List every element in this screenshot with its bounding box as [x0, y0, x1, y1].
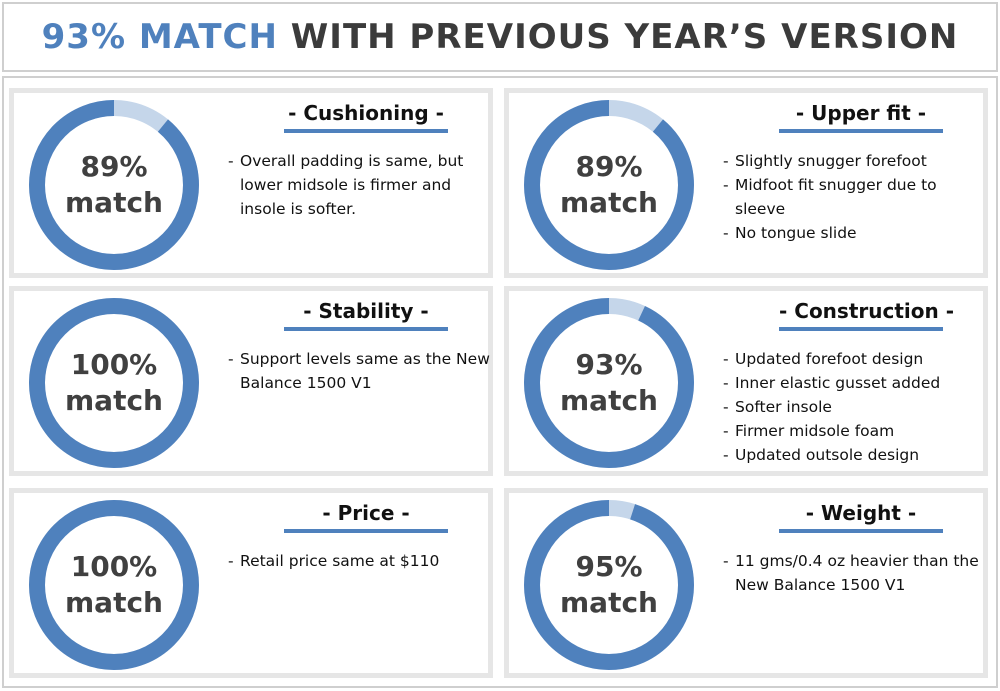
card-heading-wrap: - Upper fit -: [779, 101, 943, 133]
notes-list: Retail price same at $110: [228, 549, 490, 573]
match-donut: 93% match: [521, 295, 697, 471]
heading-underline: [284, 327, 448, 331]
donut-svg: [29, 298, 199, 468]
note-item: Support levels same as the New Balance 1…: [228, 347, 490, 395]
card-heading-wrap: - Cushioning -: [284, 101, 448, 133]
match-donut: 89% match: [26, 97, 202, 273]
match-donut: 95% match: [521, 497, 697, 673]
card-heading: - Stability -: [303, 299, 429, 323]
note-item: Retail price same at $110: [228, 549, 490, 573]
note-item: No tongue slide: [723, 221, 985, 245]
match-label: match: [560, 384, 658, 417]
card-heading-wrap: - Weight -: [779, 501, 943, 533]
match-label: match: [65, 186, 163, 219]
card-price: 100% match - Price - Retail price same a…: [9, 488, 493, 678]
note-item: Slightly snugger forefoot: [723, 149, 985, 173]
percent-label: 93%: [575, 348, 643, 381]
note-item: Updated forefoot design: [723, 347, 985, 371]
card-weight: 95% match - Weight - 11 gms/0.4 oz heavi…: [504, 488, 988, 678]
donut-label: 95% match: [521, 497, 697, 673]
card-heading: - Upper fit -: [795, 101, 927, 125]
match-donut: 89% match: [521, 97, 697, 273]
percent-label: 100%: [70, 550, 158, 583]
card-upper-fit: 89% match - Upper fit - Slightly snugger…: [504, 88, 988, 278]
heading-underline: [779, 529, 943, 533]
heading-underline: [284, 129, 448, 133]
card-heading-wrap: - Price -: [284, 501, 448, 533]
donut-svg: [524, 100, 694, 270]
donut-svg: [29, 100, 199, 270]
page-title: 93% MATCH WITH PREVIOUS YEAR’S VERSION: [42, 17, 959, 57]
cards-panel: 89% match - Cushioning - Overall padding…: [2, 76, 998, 688]
note-item: Inner elastic gusset added: [723, 371, 985, 395]
notes-list: Overall padding is same, but lower midso…: [228, 149, 490, 221]
notes-list: Slightly snugger forefoot Midfoot fit sn…: [723, 149, 985, 245]
donut-svg: [524, 298, 694, 468]
donut-label: 100% match: [26, 295, 202, 471]
donut-value-arc: [524, 298, 694, 468]
donut-value-arc: [29, 500, 199, 670]
note-item: Overall padding is same, but lower midso…: [228, 149, 490, 221]
match-donut: 100% match: [26, 295, 202, 471]
notes-list: Updated forefoot design Inner elastic gu…: [723, 347, 985, 467]
notes-list: Support levels same as the New Balance 1…: [228, 347, 490, 395]
card-cushioning: 89% match - Cushioning - Overall padding…: [9, 88, 493, 278]
donut-value-arc: [524, 100, 694, 270]
title-highlight: 93% MATCH: [41, 17, 278, 57]
title-rest: WITH PREVIOUS YEAR’S VERSION: [277, 17, 959, 57]
notes-list: 11 gms/0.4 oz heavier than the New Balan…: [723, 549, 985, 597]
donut-label: 89% match: [26, 97, 202, 273]
note-item: Softer insole: [723, 395, 985, 419]
heading-underline: [284, 529, 448, 533]
heading-underline: [779, 327, 943, 331]
match-label: match: [65, 384, 163, 417]
note-item: Midfoot fit snugger due to sleeve: [723, 173, 985, 221]
donut-value-arc: [524, 500, 694, 670]
title-banner: 93% MATCH WITH PREVIOUS YEAR’S VERSION: [2, 2, 998, 72]
donut-label: 93% match: [521, 295, 697, 471]
donut-svg: [29, 500, 199, 670]
card-heading-wrap: - Construction -: [779, 299, 954, 331]
note-item: 11 gms/0.4 oz heavier than the New Balan…: [723, 549, 985, 597]
card-heading: - Cushioning -: [288, 101, 444, 125]
donut-value-arc: [29, 100, 199, 270]
card-heading: - Price -: [322, 501, 410, 525]
percent-label: 89%: [80, 150, 148, 183]
card-construction: 93% match - Construction - Updated foref…: [504, 286, 988, 476]
donut-label: 100% match: [26, 497, 202, 673]
match-label: match: [560, 186, 658, 219]
donut-svg: [524, 500, 694, 670]
donut-value-arc: [29, 298, 199, 468]
note-item: Updated outsole design: [723, 443, 985, 467]
card-heading: - Weight -: [805, 501, 917, 525]
percent-label: 95%: [575, 550, 643, 583]
heading-underline: [779, 129, 943, 133]
note-item: Firmer midsole foam: [723, 419, 985, 443]
donut-label: 89% match: [521, 97, 697, 273]
match-label: match: [65, 586, 163, 619]
card-heading: - Construction -: [779, 299, 954, 323]
percent-label: 100%: [70, 348, 158, 381]
match-label: match: [560, 586, 658, 619]
percent-label: 89%: [575, 150, 643, 183]
card-heading-wrap: - Stability -: [284, 299, 448, 331]
card-stability: 100% match - Stability - Support levels …: [9, 286, 493, 476]
match-donut: 100% match: [26, 497, 202, 673]
